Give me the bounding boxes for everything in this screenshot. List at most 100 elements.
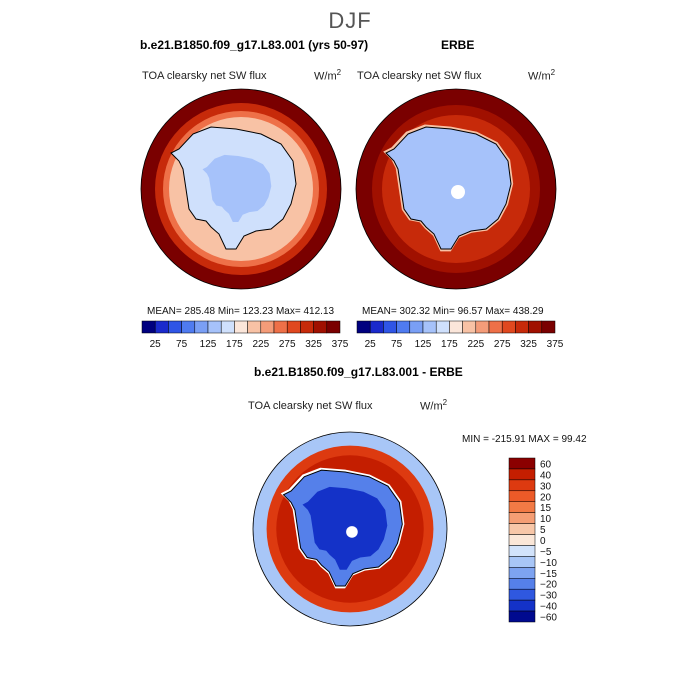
colorbar-bin (326, 320, 341, 334)
colorbar-bin (508, 534, 536, 546)
colorbar-bin (508, 588, 536, 601)
map-boundary (140, 88, 342, 290)
coastline (385, 126, 512, 250)
colorbar-tick-label: −60 (540, 613, 557, 624)
panel1-stats: MEAN= 285.48 Min= 123.23 Max= 412.13 (147, 306, 335, 317)
colorbar-bin (508, 599, 536, 612)
map-boundary (355, 88, 557, 290)
colorbar-bin (541, 320, 556, 334)
colorbar-bin (508, 512, 536, 524)
colorbar-bin (396, 320, 411, 334)
panel3-stats: MIN = -215.91 MAX = 99.42 (462, 434, 587, 445)
colorbar-bin (435, 320, 450, 334)
colorbar-tick-label: 10 (540, 514, 552, 525)
colorbar-tick-label: 225 (467, 339, 484, 350)
panel3-map (252, 431, 448, 627)
panel3-title: b.e21.B1850.f09_g17.L83.001 - ERBE (254, 365, 463, 379)
colorbar-bin (488, 320, 503, 334)
colorbar-tick-label: 325 (305, 339, 322, 350)
colorbar-tick-label: 75 (391, 339, 403, 350)
colorbar-bin (356, 320, 371, 334)
colorbar-bin (422, 320, 437, 334)
colorbar-tick-label: 225 (252, 339, 269, 350)
colorbar-bin (247, 320, 262, 334)
colorbar-tick-label: −10 (540, 558, 557, 569)
colorbar-bin (515, 320, 529, 334)
colorbar-bin (508, 523, 536, 535)
continent-diff-core (302, 486, 388, 570)
colorbar-tick-label: 25 (150, 339, 162, 350)
colorbar-bin (383, 320, 397, 334)
colorbar-bin (273, 320, 288, 334)
colorbar-bin (508, 567, 536, 579)
panel2-subtitle: TOA clearsky net SW flux (357, 70, 482, 82)
panel1-units-base: W/m (314, 70, 337, 83)
panel1-subtitle: TOA clearsky net SW flux (142, 70, 267, 82)
colorbar-bin (168, 320, 182, 334)
figure-season-title: DJF (328, 8, 372, 33)
colorbar-bin (286, 320, 301, 334)
coastline (282, 469, 403, 587)
colorbar-bin (181, 320, 196, 334)
panel3-subtitle: TOA clearsky net SW flux (248, 400, 373, 412)
colorbar-bin (462, 320, 477, 334)
colorbar-tick-label: 20 (540, 492, 552, 503)
continent-interior-field (202, 154, 272, 222)
colorbar-bin (508, 610, 536, 623)
colorbar-tick-label: −20 (540, 580, 557, 591)
colorbar-bin (234, 320, 248, 334)
colorbar-tick-label: 325 (520, 339, 537, 350)
colorbar-tick-label: 275 (494, 339, 511, 350)
colorbar-bin (260, 320, 275, 334)
colorbar-tick-label: 25 (365, 339, 377, 350)
panel1-units: W/m2 (314, 68, 341, 83)
colorbar-bin (313, 320, 328, 334)
colorbar-bin (508, 545, 536, 557)
colorbar-tick-label: 125 (200, 339, 217, 350)
panel2-units-exp: 2 (550, 68, 556, 77)
panel3-units-exp: 2 (442, 398, 448, 407)
coastline (170, 126, 297, 250)
panel3-units-base: W/m (420, 400, 443, 413)
colorbar-tick-label: 5 (540, 525, 546, 536)
colorbar-bin (508, 556, 536, 568)
colorbar-tick-label: 0 (540, 536, 546, 547)
colorbar-bin (508, 501, 536, 513)
panel1-units-exp: 2 (336, 68, 342, 77)
colorbar-bin (508, 578, 536, 590)
panel2-title: ERBE (441, 38, 475, 52)
colorbar-bin (141, 320, 156, 334)
polar-data-gap (451, 185, 465, 199)
panel2-stats: MEAN= 302.32 Min= 96.57 Max= 438.29 (362, 306, 544, 317)
polar-data-gap (346, 526, 358, 538)
colorbar-bin (449, 320, 463, 334)
colorbar-tick-label: −5 (540, 547, 552, 558)
colorbar-tick-label: 275 (279, 339, 296, 350)
colorbar-bin (508, 457, 536, 470)
colorbar-bin (194, 320, 209, 334)
colorbar-bin (508, 479, 536, 492)
colorbar-tick-label: 375 (547, 339, 564, 350)
colorbar-bin (409, 320, 424, 334)
colorbar-tick-label: 175 (226, 339, 243, 350)
colorbar-tick-label: −15 (540, 569, 557, 580)
colorbar-tick-label: −40 (540, 602, 557, 613)
panel1-colorbar: 25 75 125 175 225 275 325 375 (141, 320, 349, 350)
panel1-title: b.e21.B1850.f09_g17.L83.001 (yrs 50-97) (140, 38, 369, 52)
continent-field (386, 127, 511, 249)
panel3-units: W/m2 (420, 398, 447, 413)
colorbar-bin (300, 320, 314, 334)
panel2-units: W/m2 (528, 68, 555, 83)
colorbar-tick-label: 30 (540, 481, 552, 492)
colorbar-bin (369, 320, 384, 334)
panel1-map (140, 88, 342, 290)
colorbar-bin (501, 320, 516, 334)
panel2-units-base: W/m (528, 70, 551, 83)
colorbar-tick-label: −30 (540, 591, 557, 602)
colorbar-bin (475, 320, 490, 334)
colorbar-tick-label: 40 (540, 470, 552, 481)
map-boundary (252, 431, 448, 627)
colorbar-bin (508, 468, 536, 481)
